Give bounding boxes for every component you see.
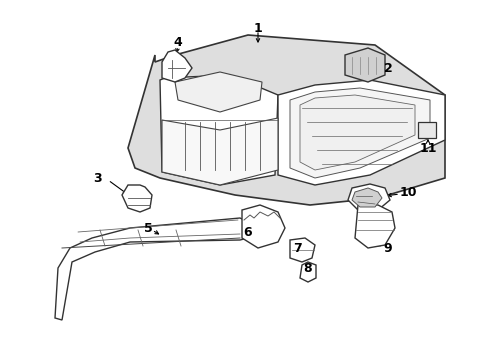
Polygon shape (55, 218, 247, 320)
Polygon shape (351, 188, 381, 207)
Polygon shape (299, 262, 315, 282)
Polygon shape (278, 80, 444, 185)
Text: 2: 2 (383, 62, 391, 75)
Polygon shape (354, 205, 394, 248)
Polygon shape (299, 95, 414, 170)
Polygon shape (162, 118, 278, 185)
Polygon shape (289, 88, 429, 178)
Text: 3: 3 (93, 171, 101, 184)
Text: 7: 7 (293, 242, 302, 255)
Text: 5: 5 (143, 221, 152, 234)
Polygon shape (122, 185, 152, 212)
Text: 8: 8 (303, 261, 312, 274)
Polygon shape (160, 75, 278, 185)
Text: 6: 6 (243, 225, 252, 238)
Text: 11: 11 (418, 141, 436, 154)
Text: 9: 9 (383, 242, 391, 255)
Polygon shape (347, 184, 389, 210)
Text: 10: 10 (398, 185, 416, 198)
Bar (417, 122, 435, 138)
Polygon shape (175, 72, 262, 112)
Polygon shape (345, 48, 384, 82)
Text: 1: 1 (253, 22, 262, 35)
Polygon shape (128, 35, 444, 205)
Polygon shape (289, 238, 314, 262)
Text: 4: 4 (173, 36, 182, 49)
Polygon shape (162, 50, 192, 82)
Polygon shape (242, 205, 285, 248)
